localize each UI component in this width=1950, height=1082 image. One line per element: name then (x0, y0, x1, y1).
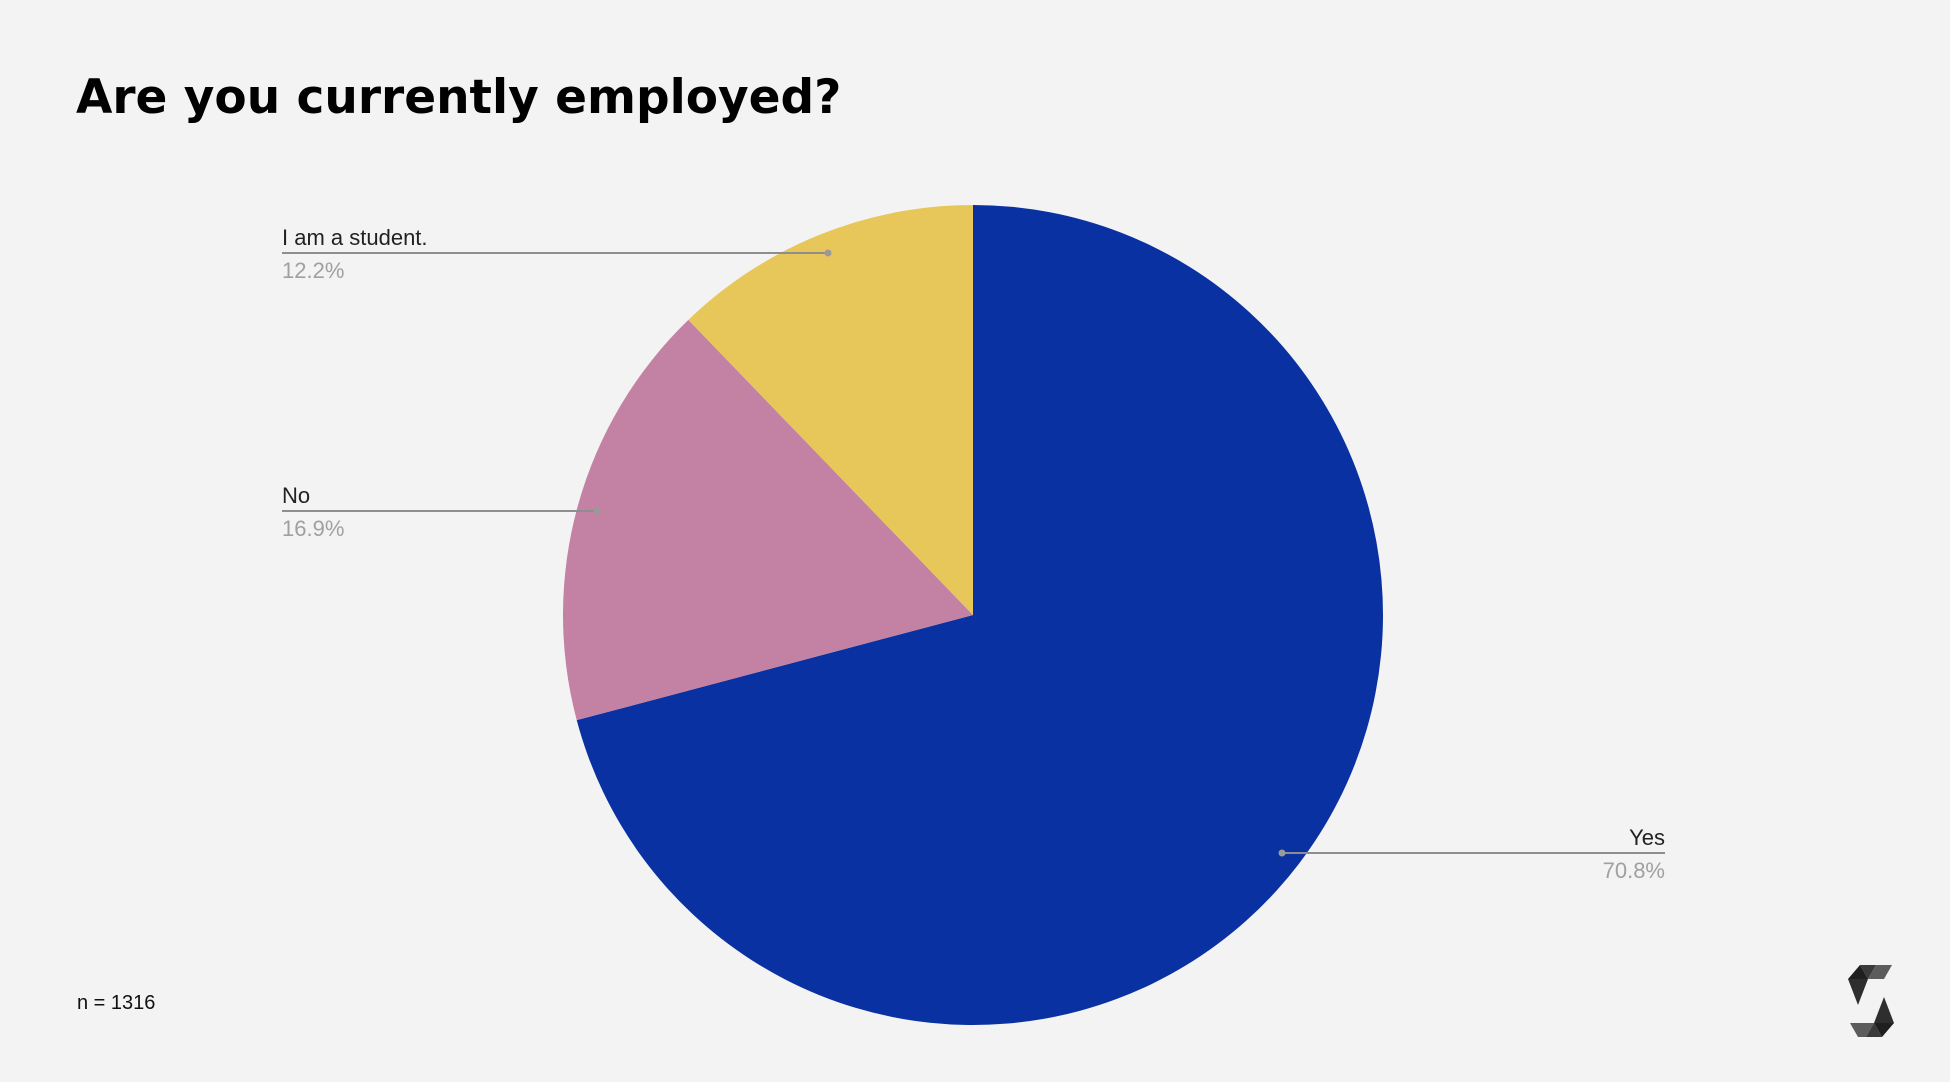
slice-label-percent: 70.8% (1603, 858, 1665, 883)
pie-slice-yes (576, 205, 1384, 1025)
leader-dot (1278, 849, 1286, 857)
sample-size-label: n = 1316 (77, 992, 156, 1014)
slice-label-name: No (282, 483, 310, 508)
slice-label-name: Yes (1629, 825, 1665, 850)
pie-slices (563, 205, 1384, 1025)
pie-slice-no (563, 319, 973, 721)
label-student: I am a student. 12.2% (282, 225, 832, 283)
slice-label-percent: 16.9% (282, 516, 344, 541)
leader-dot (824, 249, 832, 257)
slice-label-percent: 12.2% (282, 258, 344, 283)
label-yes: Yes 70.8% (1278, 825, 1665, 883)
pie-slice-student (688, 205, 973, 615)
chart-title: Are you currently employed? (76, 70, 842, 125)
slice-label-name: I am a student. (282, 225, 428, 250)
label-no: No 16.9% (282, 483, 601, 541)
leader-dot (593, 507, 601, 515)
solidity-logo-icon (1848, 965, 1894, 1037)
